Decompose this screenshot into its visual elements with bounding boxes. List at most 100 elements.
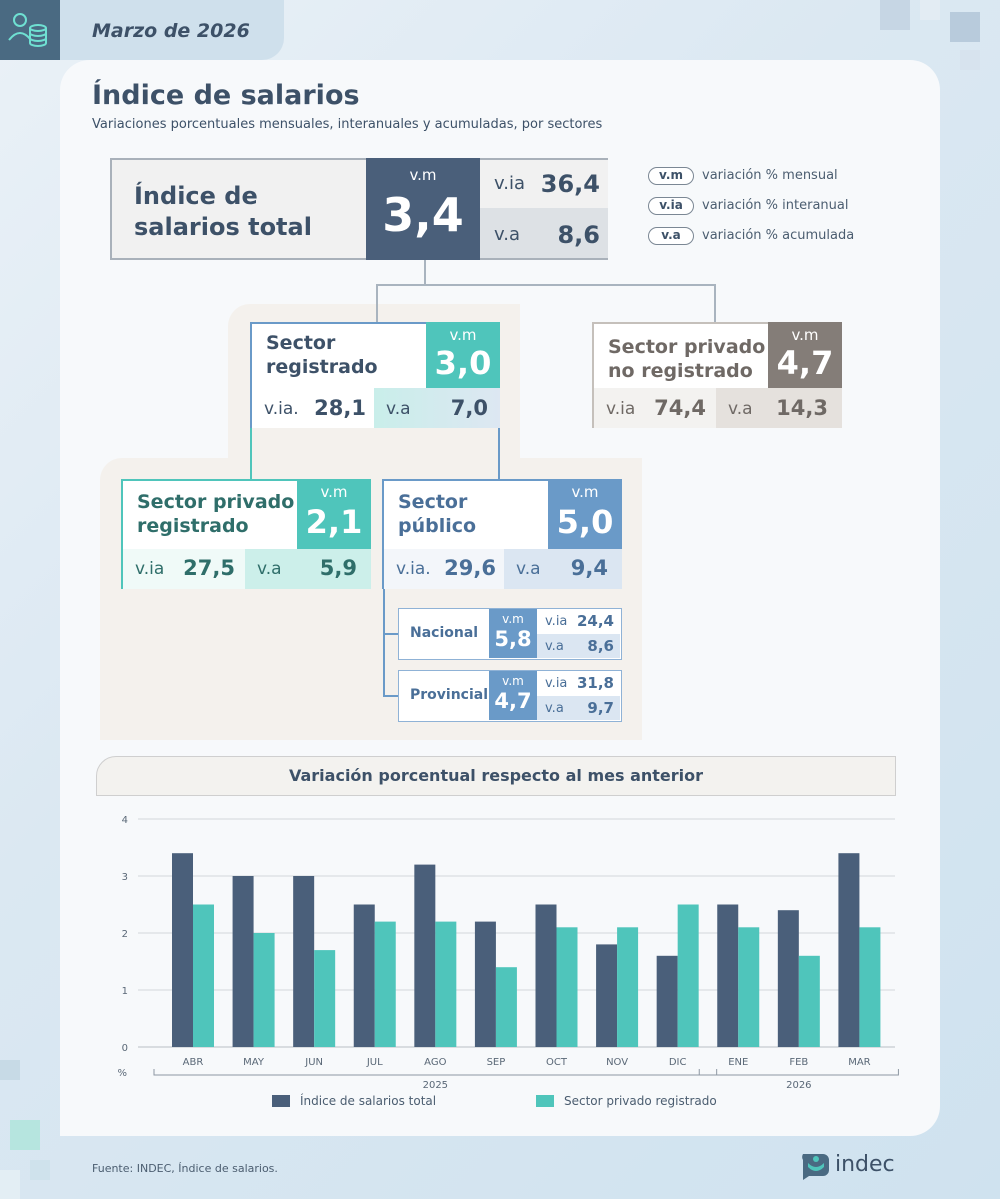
provincial-box: Provincial v.m 4,7 v.ia 31,8 v.a 9,7 <box>398 670 622 722</box>
y-tick-label: 2 <box>122 929 128 940</box>
bar-total-ago <box>414 864 436 1047</box>
nacional-via-cell: v.ia 24,4 <box>537 609 620 634</box>
x-tick-label: JUL <box>366 1057 383 1068</box>
no-registrado-via-cell: v.ia 74,4 <box>594 388 716 428</box>
publico-name-line2: público <box>398 515 477 537</box>
bar-privado-registrado-jun <box>314 950 336 1047</box>
bar-privado-registrado-feb <box>798 955 820 1047</box>
registrado-via-value: 28,1 <box>314 396 366 420</box>
provincial-va-label: v.a <box>545 701 564 716</box>
sector-no-registrado-box: Sector privado no registrado v.m 4,7 v.i… <box>592 322 842 428</box>
no-registrado-vm-cell: v.m 4,7 <box>768 322 842 388</box>
bar-total-jul <box>353 904 375 1047</box>
nacional-va-cell: v.a 8,6 <box>537 634 620 658</box>
nacional-vm-cell: v.m 5,8 <box>489 609 537 658</box>
provincial-via-cell: v.ia 31,8 <box>537 671 620 696</box>
x-tick-label: MAY <box>243 1057 265 1068</box>
registrado-va-label: v.a <box>386 399 411 419</box>
legend-pill-va: v.a <box>648 227 694 245</box>
no-registrado-via-label: v.ia <box>606 399 636 419</box>
registrado-via-cell: v.ia. 28,1 <box>252 388 374 428</box>
page-subtitle: Variaciones porcentuales mensuales, inte… <box>92 117 603 132</box>
provincial-va-value: 9,7 <box>587 699 614 717</box>
nacional-via-value: 24,4 <box>576 612 614 630</box>
privado-registrado-via-cell: v.ia 27,5 <box>123 549 245 589</box>
header-icon-tile <box>0 0 60 60</box>
bar-total-oct <box>535 904 557 1047</box>
x-tick-label: NOV <box>606 1057 628 1068</box>
no-registrado-vm-value: 4,7 <box>776 344 834 382</box>
no-registrado-va-label: v.a <box>728 399 753 419</box>
legend-label: Índice de salarios total <box>300 1093 436 1108</box>
y-tick-label: 1 <box>122 986 128 997</box>
header-date: Marzo de 2026 <box>92 20 250 42</box>
chart-title: Variación porcentual respecto al mes ant… <box>288 766 704 785</box>
total-index-box: Índice de salarios total v.m 3,4 v.ia 36… <box>110 158 608 260</box>
registrado-vm-value: 3,0 <box>434 344 492 382</box>
registrado-vm-label: v.m <box>449 326 477 344</box>
nacional-va-label: v.a <box>545 639 564 654</box>
total-vm-value: 3,4 <box>382 188 464 242</box>
privado-registrado-name-line1: Sector privado <box>137 491 295 513</box>
year-label: 2025 <box>423 1080 448 1091</box>
privado-registrado-va-value: 5,9 <box>319 556 357 580</box>
nacional-vm-label: v.m <box>502 612 524 626</box>
privado-registrado-via-label: v.ia <box>135 559 165 579</box>
chart-title-box: Variación porcentual respecto al mes ant… <box>96 756 896 796</box>
registrado-va-value: 7,0 <box>450 396 488 420</box>
publico-via-value: 29,6 <box>444 556 496 580</box>
provincial-vm-cell: v.m 4,7 <box>489 671 537 720</box>
year-bracket <box>153 1069 718 1076</box>
legend-text-vm: variación % mensual <box>702 168 838 183</box>
bar-total-sep <box>474 921 496 1047</box>
bar-privado-registrado-sep <box>495 967 517 1047</box>
header-date-tab <box>60 0 284 60</box>
x-tick-label: SEP <box>487 1057 506 1068</box>
year-label: 2026 <box>786 1080 811 1091</box>
x-tick-label: JUN <box>304 1057 323 1068</box>
nacional-via-label: v.ia <box>545 614 568 629</box>
publico-via-cell: v.ia. 29,6 <box>384 549 504 589</box>
bar-total-ene <box>717 904 739 1047</box>
total-va-cell: v.a 8,6 <box>480 208 608 258</box>
page-title: Índice de salarios <box>92 80 360 111</box>
bar-total-may <box>232 876 254 1047</box>
publico-via-label: v.ia. <box>396 559 431 579</box>
bar-privado-registrado-may <box>253 933 275 1047</box>
total-vm-cell: v.m 3,4 <box>366 158 480 260</box>
registrado-va-cell: v.a 7,0 <box>374 388 500 428</box>
legend-swatch <box>272 1095 290 1107</box>
x-tick-label: OCT <box>546 1057 568 1068</box>
legend-swatch <box>536 1095 554 1107</box>
privado-registrado-va-label: v.a <box>257 559 282 579</box>
sector-privado-registrado-box: Sector privado registrado v.m 2,1 v.ia 2… <box>121 479 371 589</box>
x-tick-label: AGO <box>424 1057 446 1068</box>
bar-privado-registrado-jul <box>374 921 396 1047</box>
y-tick-label: 3 <box>122 872 128 883</box>
nacional-vm-value: 5,8 <box>494 627 532 651</box>
x-tick-label: ENE <box>728 1057 748 1068</box>
publico-vm-value: 5,0 <box>556 503 614 541</box>
total-va-label: v.a <box>494 224 521 245</box>
legend-pill-via: v.ia <box>648 197 694 215</box>
publico-va-label: v.a <box>516 559 541 579</box>
total-via-cell: v.ia 36,4 <box>480 160 608 208</box>
bar-privado-registrado-ene <box>738 927 760 1047</box>
y-tick-label: 0 <box>122 1043 128 1054</box>
total-va-value: 8,6 <box>557 221 600 249</box>
bar-chart: 0 1 2 3 4 ABR MAY JUN JUL AGO SEP OCT NOV DIC ENE FEB MA… <box>117 815 899 1108</box>
publico-va-cell: v.a 9,4 <box>504 549 622 589</box>
total-via-label: v.ia <box>494 173 526 194</box>
bar-privado-registrado-abr <box>193 904 214 1047</box>
provincial-via-value: 31,8 <box>576 674 614 692</box>
y-unit-label: % <box>117 1068 127 1079</box>
nacional-box: Nacional v.m 5,8 v.ia 24,4 v.a 8,6 <box>398 608 622 660</box>
provincial-via-label: v.ia <box>545 676 568 691</box>
legend-text-via: variación % interanual <box>702 198 849 213</box>
registrado-via-label: v.ia. <box>264 399 299 419</box>
bar-total-abr <box>172 853 193 1047</box>
x-tick-label: FEB <box>789 1057 808 1068</box>
bar-privado-registrado-ago <box>435 921 457 1047</box>
total-name-line1: Índice de <box>134 182 258 210</box>
coins-people-icon <box>8 13 47 47</box>
